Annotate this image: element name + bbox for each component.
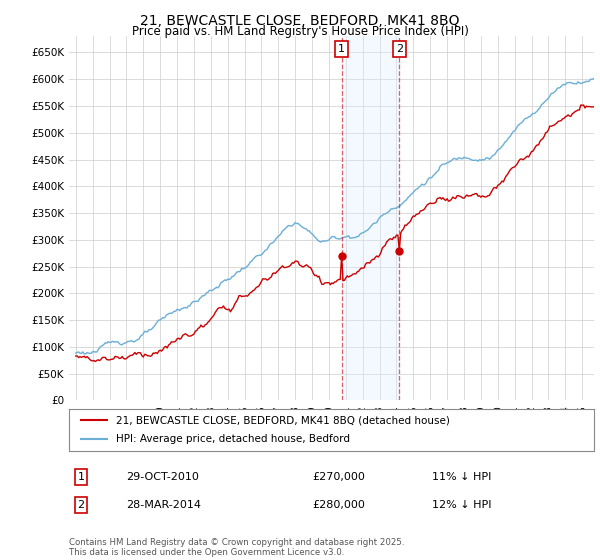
Text: 1: 1 — [77, 472, 85, 482]
Text: 29-OCT-2010: 29-OCT-2010 — [126, 472, 199, 482]
Text: 2: 2 — [396, 44, 403, 54]
Text: 12% ↓ HPI: 12% ↓ HPI — [432, 500, 491, 510]
Text: 1: 1 — [338, 44, 345, 54]
Text: 21, BEWCASTLE CLOSE, BEDFORD, MK41 8BQ (detached house): 21, BEWCASTLE CLOSE, BEDFORD, MK41 8BQ (… — [116, 415, 450, 425]
Text: Contains HM Land Registry data © Crown copyright and database right 2025.
This d: Contains HM Land Registry data © Crown c… — [69, 538, 404, 557]
Text: 28-MAR-2014: 28-MAR-2014 — [126, 500, 201, 510]
Text: HPI: Average price, detached house, Bedford: HPI: Average price, detached house, Bedf… — [116, 435, 350, 445]
Text: 11% ↓ HPI: 11% ↓ HPI — [432, 472, 491, 482]
Text: 2: 2 — [77, 500, 85, 510]
Bar — [341, 36, 400, 400]
Text: 21, BEWCASTLE CLOSE, BEDFORD, MK41 8BQ: 21, BEWCASTLE CLOSE, BEDFORD, MK41 8BQ — [140, 14, 460, 28]
Text: Price paid vs. HM Land Registry's House Price Index (HPI): Price paid vs. HM Land Registry's House … — [131, 25, 469, 38]
Text: £270,000: £270,000 — [312, 472, 365, 482]
Text: £280,000: £280,000 — [312, 500, 365, 510]
